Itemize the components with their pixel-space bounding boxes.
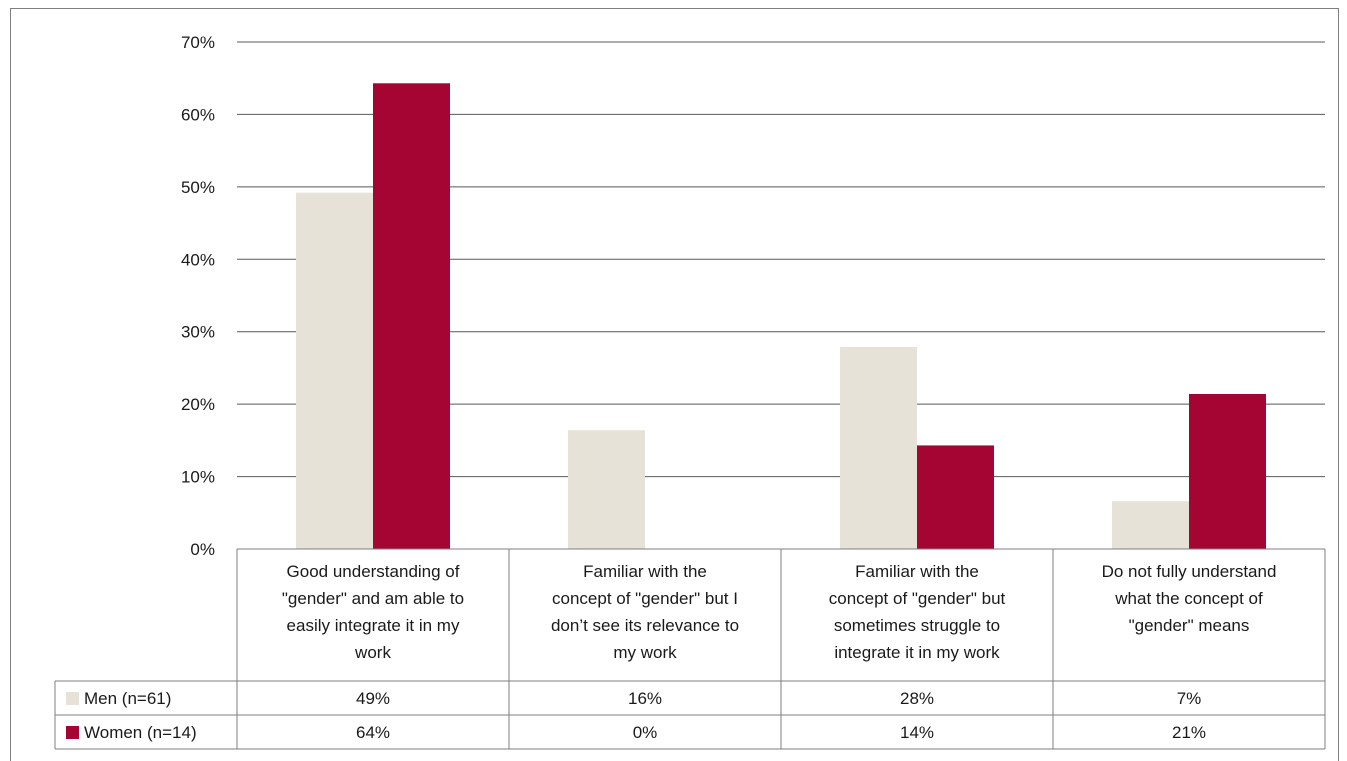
y-tick-label: 30% [181,323,215,342]
category-label: my work [613,643,677,662]
category-label: Do not fully understand [1102,562,1277,581]
y-tick-label: 60% [181,105,215,124]
bar-women [1189,394,1266,549]
legend-label: Men (n=61) [84,689,171,708]
bar-men [840,346,917,549]
category-label: easily integrate it in my [287,616,460,635]
bar-men [568,430,645,549]
legend-label: Women (n=14) [84,723,197,742]
y-tick-label: 70% [181,33,215,52]
y-tick-label: 10% [181,468,215,487]
data-label: 21% [1172,723,1206,742]
category-label: concept of "gender" but [829,589,1006,608]
category-label: sometimes struggle to [834,616,1000,635]
category-label: work [354,643,391,662]
data-label: 16% [628,689,662,708]
category-label: "gender" and am able to [282,589,464,608]
data-label: 64% [356,723,390,742]
y-tick-label: 20% [181,395,215,414]
chart-frame [10,8,1339,761]
bar-women [373,83,450,549]
category-label: integrate it in my work [834,643,1000,662]
y-tick-label: 0% [190,540,215,559]
category-label: Familiar with the [855,562,979,581]
data-label: 0% [633,723,658,742]
data-label: 49% [356,689,390,708]
y-tick-label: 40% [181,250,215,269]
y-tick-label: 50% [181,178,215,197]
data-label: 14% [900,723,934,742]
category-label: Good understanding of [287,562,460,581]
bar-men [296,192,373,549]
bar-women [917,445,994,549]
category-label: "gender" means [1129,616,1250,635]
legend-key-women [66,726,79,739]
bar-men [1112,501,1189,549]
category-label: what the concept of [1114,589,1263,608]
category-label: don’t see its relevance to [551,616,739,635]
category-label: Familiar with the [583,562,707,581]
category-label: concept of "gender" but I [552,589,738,608]
data-label: 7% [1177,689,1202,708]
data-label: 28% [900,689,934,708]
legend-key-men [66,692,79,705]
